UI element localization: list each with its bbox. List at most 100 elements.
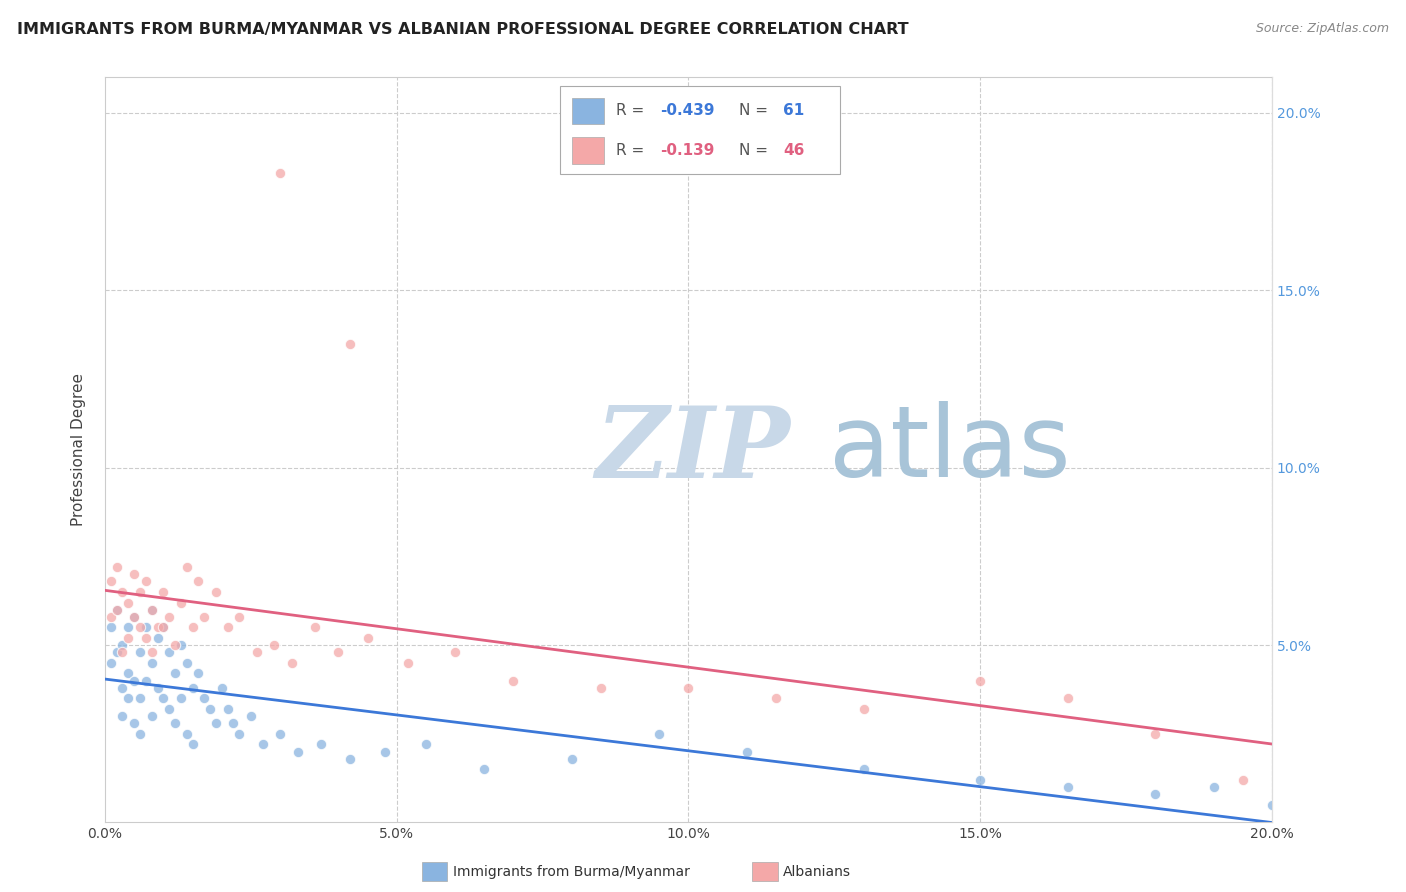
- Text: R =: R =: [616, 143, 650, 158]
- Point: [129, 691, 152, 706]
- Point: [111, 585, 134, 599]
- Point: [205, 716, 228, 731]
- Text: IMMIGRANTS FROM BURMA/MYANMAR VS ALBANIAN PROFESSIONAL DEGREE CORRELATION CHART: IMMIGRANTS FROM BURMA/MYANMAR VS ALBANIA…: [17, 22, 908, 37]
- Point: [269, 727, 291, 741]
- Text: Immigrants from Burma/Myanmar: Immigrants from Burma/Myanmar: [453, 865, 689, 880]
- Point: [152, 691, 174, 706]
- Point: [122, 716, 145, 731]
- Point: [1144, 787, 1167, 801]
- Y-axis label: Professional Degree: Professional Degree: [72, 374, 86, 526]
- Point: [152, 620, 174, 634]
- Point: [263, 638, 285, 652]
- Point: [141, 709, 163, 723]
- Point: [129, 585, 152, 599]
- Point: [100, 609, 122, 624]
- Point: [1056, 691, 1078, 706]
- Point: [1202, 780, 1225, 794]
- Point: [170, 638, 193, 652]
- FancyBboxPatch shape: [560, 87, 841, 174]
- Point: [146, 631, 169, 645]
- Point: [222, 716, 245, 731]
- Point: [163, 638, 186, 652]
- Point: [502, 673, 524, 688]
- Point: [122, 673, 145, 688]
- Point: [852, 762, 875, 776]
- Point: [157, 702, 180, 716]
- Point: [157, 645, 180, 659]
- Bar: [572, 137, 605, 164]
- Point: [339, 751, 361, 765]
- Point: [129, 620, 152, 634]
- Point: [280, 656, 302, 670]
- Point: [1232, 772, 1254, 787]
- Point: [1144, 727, 1167, 741]
- Point: [193, 691, 215, 706]
- Point: [187, 666, 209, 681]
- Point: [105, 602, 128, 616]
- Point: [444, 645, 467, 659]
- Text: Albanians: Albanians: [783, 865, 851, 880]
- Point: [117, 666, 139, 681]
- Point: [735, 744, 758, 758]
- Point: [252, 738, 274, 752]
- Point: [228, 727, 250, 741]
- Point: [105, 645, 128, 659]
- Point: [648, 727, 671, 741]
- Point: [117, 620, 139, 634]
- Point: [309, 738, 332, 752]
- Point: [152, 620, 174, 634]
- Point: [176, 656, 198, 670]
- Point: [198, 702, 221, 716]
- Point: [141, 645, 163, 659]
- Point: [246, 645, 269, 659]
- Point: [239, 709, 262, 723]
- Point: [589, 681, 612, 695]
- Point: [176, 560, 198, 574]
- Point: [129, 727, 152, 741]
- Point: [205, 585, 228, 599]
- Point: [122, 609, 145, 624]
- Text: 61: 61: [783, 103, 804, 119]
- Point: [100, 620, 122, 634]
- Point: [678, 681, 700, 695]
- Point: [122, 609, 145, 624]
- Point: [969, 772, 991, 787]
- Point: [170, 691, 193, 706]
- Point: [100, 574, 122, 589]
- Point: [152, 585, 174, 599]
- Point: [146, 681, 169, 695]
- Point: [100, 656, 122, 670]
- Point: [852, 702, 875, 716]
- Point: [187, 574, 209, 589]
- Point: [1056, 780, 1078, 794]
- Point: [111, 645, 134, 659]
- Point: [561, 751, 583, 765]
- Point: [135, 631, 157, 645]
- Bar: [572, 98, 605, 124]
- Point: [356, 631, 378, 645]
- Text: -0.439: -0.439: [661, 103, 716, 119]
- Point: [111, 681, 134, 695]
- Point: [141, 656, 163, 670]
- Point: [211, 681, 233, 695]
- Point: [193, 609, 215, 624]
- Point: [969, 673, 991, 688]
- Point: [228, 609, 250, 624]
- Point: [170, 595, 193, 609]
- Point: [135, 620, 157, 634]
- Point: [111, 638, 134, 652]
- Point: [287, 744, 309, 758]
- Point: [105, 560, 128, 574]
- Point: [328, 645, 350, 659]
- Point: [117, 595, 139, 609]
- Text: Source: ZipAtlas.com: Source: ZipAtlas.com: [1256, 22, 1389, 36]
- Point: [146, 620, 169, 634]
- Text: N =: N =: [738, 143, 772, 158]
- Point: [339, 336, 361, 351]
- Point: [163, 716, 186, 731]
- Point: [765, 691, 787, 706]
- Point: [135, 574, 157, 589]
- Point: [122, 567, 145, 582]
- Text: atlas: atlas: [828, 401, 1070, 499]
- Point: [105, 602, 128, 616]
